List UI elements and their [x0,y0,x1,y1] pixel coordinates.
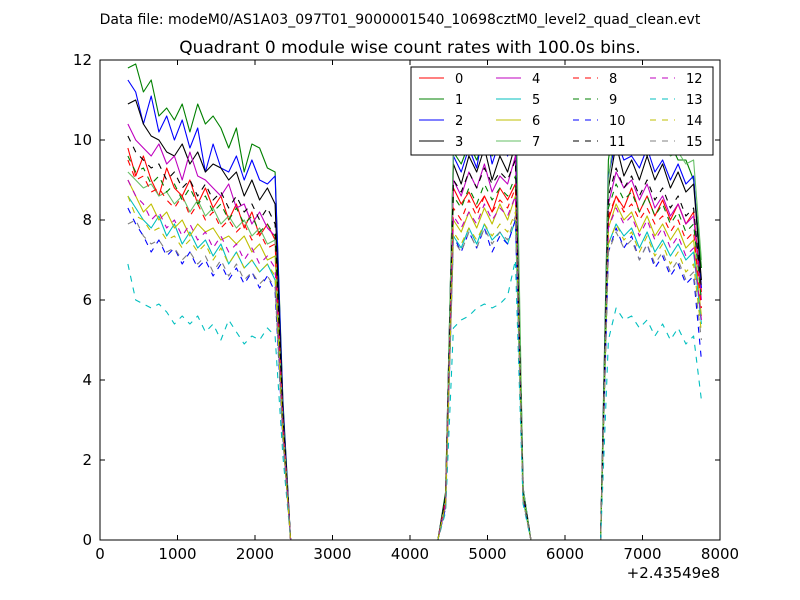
legend-label-1: 1 [455,93,463,108]
chart-title: Quadrant 0 module wise count rates with … [179,38,640,58]
legend-label-11: 11 [609,135,626,150]
legend-label-12: 12 [686,72,703,87]
x-tick-label: 4000 [391,545,429,563]
legend-label-3: 3 [455,135,463,150]
legend-label-6: 6 [532,114,540,129]
y-tick-label: 8 [82,211,92,229]
x-tick-label: 5000 [468,545,506,563]
legend-box [410,66,714,156]
series-line-13 [127,259,702,540]
legend-label-14: 14 [686,114,703,129]
x-tick-label: 0 [95,545,105,563]
legend-label-15: 15 [686,135,703,150]
legend-label-2: 2 [455,114,463,129]
plot-area [127,63,702,540]
y-tick-label: 12 [73,51,92,69]
legend-label-4: 4 [532,72,540,87]
y-tick-label: 2 [82,451,92,469]
series-line-11 [127,135,702,540]
series-line-12 [127,179,702,540]
y-tick-label: 0 [82,531,92,549]
series-line-9 [127,155,702,540]
x-offset-label: +2.43549e8 [627,564,720,582]
y-tick-label: 6 [82,291,92,309]
legend-label-5: 5 [532,93,540,108]
series-line-15 [127,215,702,540]
x-tick-label: 7000 [623,545,661,563]
legend-label-8: 8 [609,72,617,87]
y-tick-label: 10 [73,131,92,149]
figure-suptitle: Data file: modeM0/AS1A03_097T01_90000015… [100,12,701,28]
legend-label-0: 0 [455,72,463,87]
legend-label-7: 7 [532,135,540,150]
x-tick-label: 2000 [236,545,274,563]
x-tick-label: 1000 [158,545,196,563]
x-tick-label: 3000 [313,545,351,563]
y-tick-label: 4 [82,371,92,389]
legend-label-9: 9 [609,93,617,108]
axes: 0 1000 2000 3000 4000 5000 6000 7000 80000246810… [73,51,739,582]
x-tick-label: 8000 [701,545,739,563]
series-line-14 [127,195,702,540]
x-tick-label: 6000 [546,545,584,563]
legend-label-10: 10 [609,114,626,129]
legend-label-13: 13 [686,93,703,108]
